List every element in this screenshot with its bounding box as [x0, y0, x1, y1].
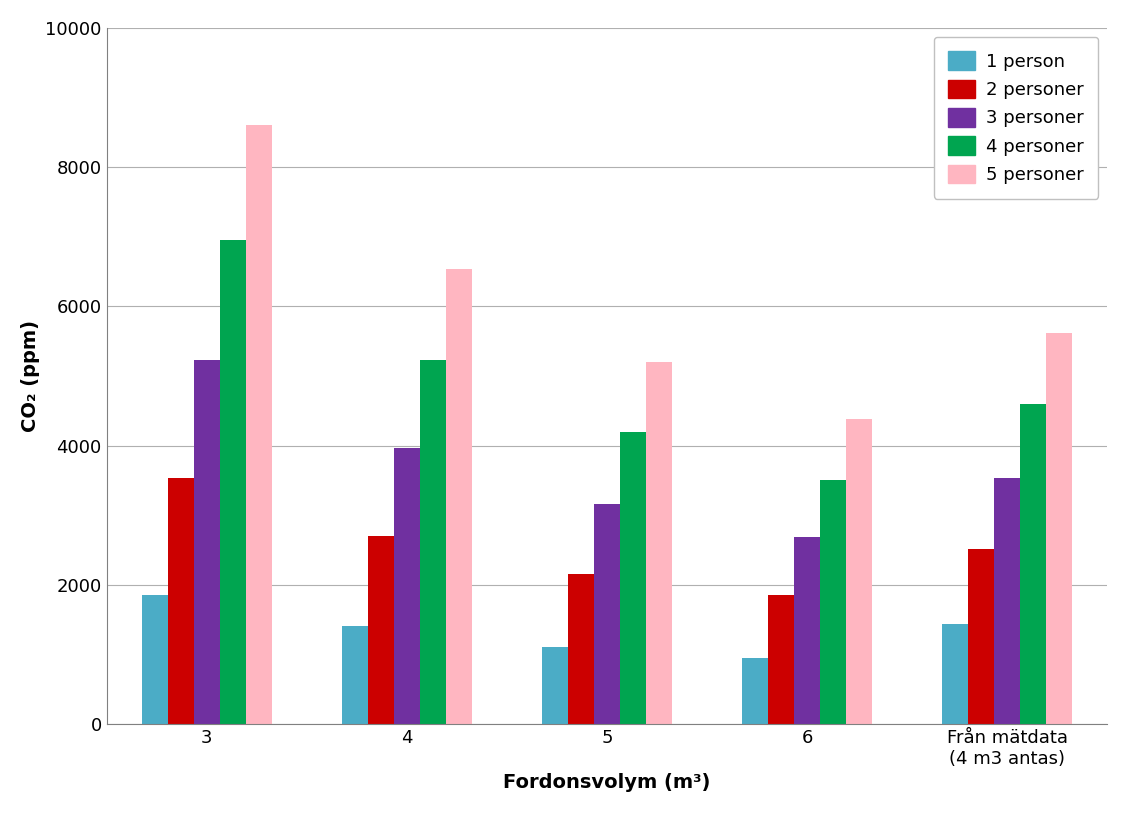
Bar [368, 536, 394, 724]
Bar [1020, 404, 1046, 724]
Bar [567, 574, 593, 724]
Bar [620, 432, 646, 724]
Bar [168, 478, 194, 724]
Bar [846, 419, 872, 724]
Bar [820, 480, 846, 724]
Bar [794, 537, 820, 724]
Bar [446, 268, 472, 724]
Bar [394, 448, 420, 724]
Bar [420, 360, 446, 724]
Legend: 1 person, 2 personer, 3 personer, 4 personer, 5 personer: 1 person, 2 personer, 3 personer, 4 pers… [934, 37, 1099, 198]
Bar [246, 125, 272, 724]
Bar [194, 360, 220, 724]
Bar [768, 595, 794, 724]
Bar [342, 627, 368, 724]
Bar [742, 658, 768, 724]
Bar [220, 240, 246, 724]
Bar [593, 504, 620, 724]
Bar [994, 477, 1020, 724]
Bar [1046, 333, 1072, 724]
Y-axis label: CO₂ (ppm): CO₂ (ppm) [20, 320, 39, 432]
Bar [541, 647, 567, 724]
X-axis label: Fordonsvolym (m³): Fordonsvolym (m³) [503, 773, 711, 792]
Bar [646, 362, 672, 724]
Bar [942, 624, 968, 724]
Bar [968, 550, 994, 724]
Bar [142, 595, 168, 724]
